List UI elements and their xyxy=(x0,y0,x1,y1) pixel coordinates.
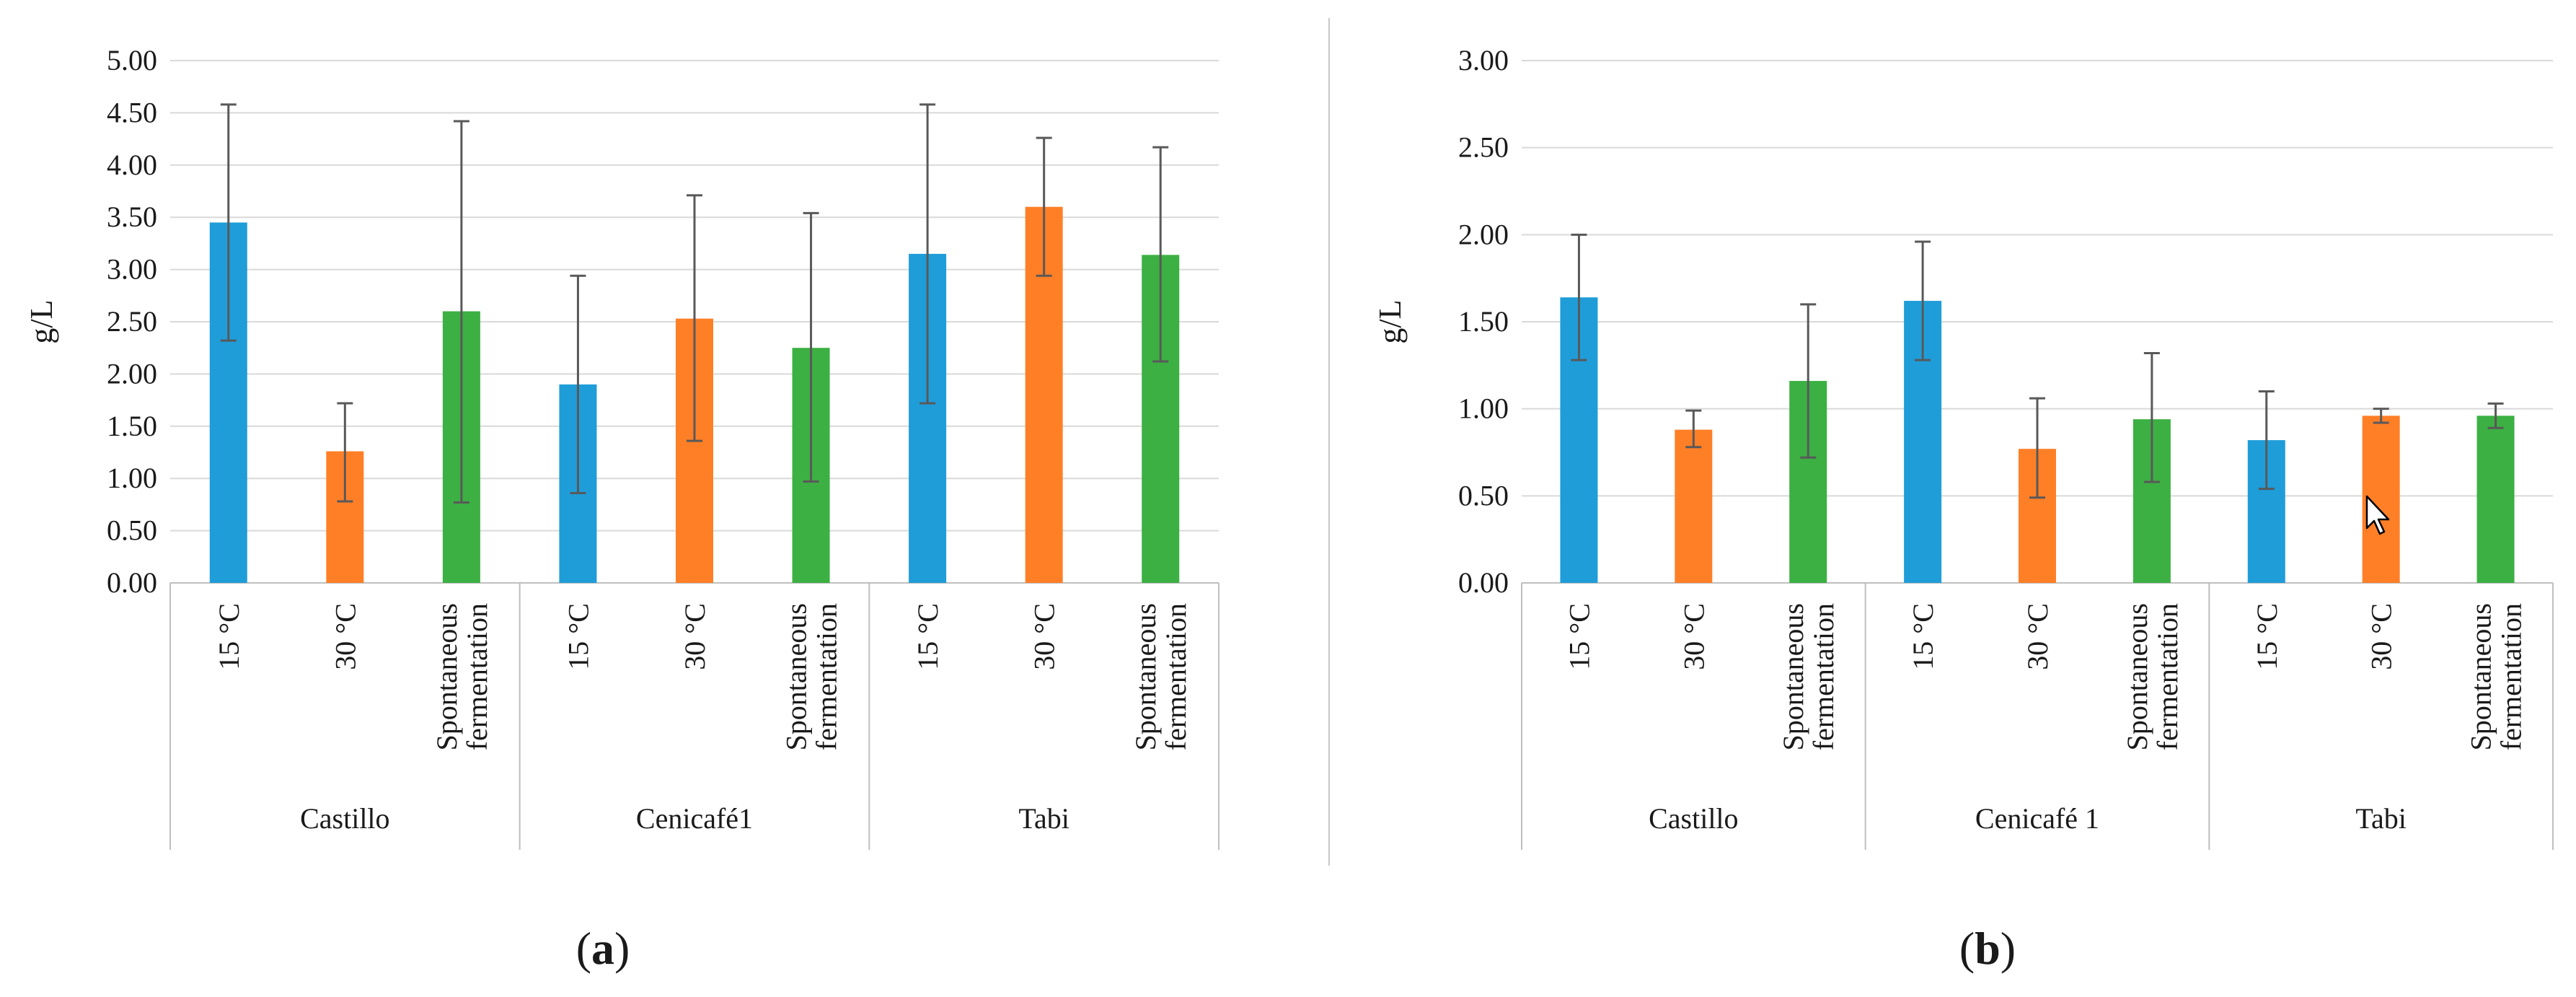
category-label: 30 °C xyxy=(2021,603,2054,670)
category-label-line: Spontaneous xyxy=(2465,603,2497,750)
y-tick-label: 1.00 xyxy=(107,462,157,494)
category-label-line: fermentation xyxy=(1160,603,1192,750)
y-tick-label: 0.00 xyxy=(107,566,157,599)
bar xyxy=(1675,429,1713,583)
category-label: Spontaneousfermentation xyxy=(780,603,843,750)
category-label: 30 °C xyxy=(329,603,361,670)
category-label-line: fermentation xyxy=(2495,603,2528,750)
category-label: 15 °C xyxy=(1907,603,1939,670)
category-label-line: 30 °C xyxy=(1028,603,1061,670)
y-tick-label: 1.00 xyxy=(1458,392,1509,425)
panel-label: (a) xyxy=(576,923,630,974)
chart-panel-b: 0.00 0.50 1.00 1.50 2.00 2.50 3.00 g/L Castillo 1… xyxy=(1372,44,2554,974)
category-label: Spontaneousfermentation xyxy=(2121,603,2184,750)
category-label: Spontaneousfermentation xyxy=(431,603,493,750)
category-label-line: 15 °C xyxy=(1907,603,1939,670)
category-label: Spontaneousfermentation xyxy=(1777,603,1840,750)
category-label-line: Spontaneous xyxy=(1777,603,1809,750)
y-tick-label: 2.00 xyxy=(107,357,157,390)
group-label: Tabi xyxy=(2355,802,2407,835)
category-label-line: 30 °C xyxy=(679,603,711,670)
panel-label-letter: b xyxy=(1975,923,2001,974)
panel-label: (b) xyxy=(1959,923,2016,974)
category-label-line: 30 °C xyxy=(1677,603,1710,670)
panel-label-paren: ( xyxy=(576,923,591,974)
group-label: Tabi xyxy=(1018,802,1069,835)
category-label-line: Spontaneous xyxy=(2121,603,2153,750)
y-tick-label: 3.50 xyxy=(107,201,157,233)
chart-panel-a: 0.00 0.50 1.00 1.50 2.00 2.50 3.00 3.50 4.00 4.50… xyxy=(24,44,1219,974)
y-tick-label: 2.50 xyxy=(107,305,157,338)
y-tick-label: 1.50 xyxy=(1458,305,1509,338)
group-label: Castillo xyxy=(300,802,389,835)
category-label-line: fermentation xyxy=(461,603,493,750)
category-label: 30 °C xyxy=(1677,603,1710,670)
y-tick-label: 1.50 xyxy=(107,410,157,442)
y-tick-label: 4.50 xyxy=(107,96,157,128)
category-label: 30 °C xyxy=(679,603,711,670)
y-tick-label: 4.00 xyxy=(107,149,157,181)
category-label-line: 15 °C xyxy=(912,603,944,670)
cursor-icon xyxy=(2365,495,2390,535)
category-label: 15 °C xyxy=(2251,603,2283,670)
y-tick-label: 3.00 xyxy=(107,253,157,286)
category-label-line: 15 °C xyxy=(1563,603,1595,670)
y-axis-label: g/L xyxy=(24,299,59,343)
group-label: Cenicafé 1 xyxy=(1975,802,2099,835)
panel-label-paren: ) xyxy=(614,923,630,974)
category-label-line: fermentation xyxy=(811,603,843,750)
category-label-line: 30 °C xyxy=(2365,603,2398,670)
category-label: 30 °C xyxy=(2365,603,2398,670)
y-tick-label: 2.50 xyxy=(1458,131,1509,164)
category-label-line: 15 °C xyxy=(213,603,245,670)
category-label: Spontaneousfermentation xyxy=(2465,603,2528,750)
category-label: 15 °C xyxy=(213,603,245,670)
y-tick-label: 0.50 xyxy=(107,514,157,547)
category-label: 15 °C xyxy=(1563,603,1595,670)
category-label-line: 15 °C xyxy=(2251,603,2283,670)
category-label-line: 30 °C xyxy=(2021,603,2054,670)
group-label: Castillo xyxy=(1649,802,1738,835)
bar xyxy=(2476,416,2515,583)
category-label: 30 °C xyxy=(1028,603,1061,670)
y-tick-label: 5.00 xyxy=(107,44,157,76)
category-label-line: Spontaneous xyxy=(431,603,463,750)
y-tick-label: 0.00 xyxy=(1458,566,1509,599)
category-label: Spontaneousfermentation xyxy=(1129,603,1192,750)
category-label-line: 15 °C xyxy=(562,603,594,670)
panel-label-paren: ( xyxy=(1959,923,1975,974)
panel-label-paren: ) xyxy=(2001,923,2016,974)
y-tick-label: 2.00 xyxy=(1458,218,1509,250)
y-axis-label: g/L xyxy=(1372,299,1408,343)
y-tick-label: 3.00 xyxy=(1458,44,1509,76)
category-label: 15 °C xyxy=(912,603,944,670)
category-label-line: Spontaneous xyxy=(780,603,813,750)
panel-label-letter: a xyxy=(591,923,614,974)
category-label-line: fermentation xyxy=(2151,603,2184,750)
category-label-line: 30 °C xyxy=(329,603,361,670)
y-tick-label: 0.50 xyxy=(1458,479,1509,511)
category-label: 15 °C xyxy=(562,603,594,670)
category-label-line: fermentation xyxy=(1807,603,1840,750)
category-label-line: Spontaneous xyxy=(1129,603,1162,750)
group-label: Cenicafé1 xyxy=(636,802,753,835)
